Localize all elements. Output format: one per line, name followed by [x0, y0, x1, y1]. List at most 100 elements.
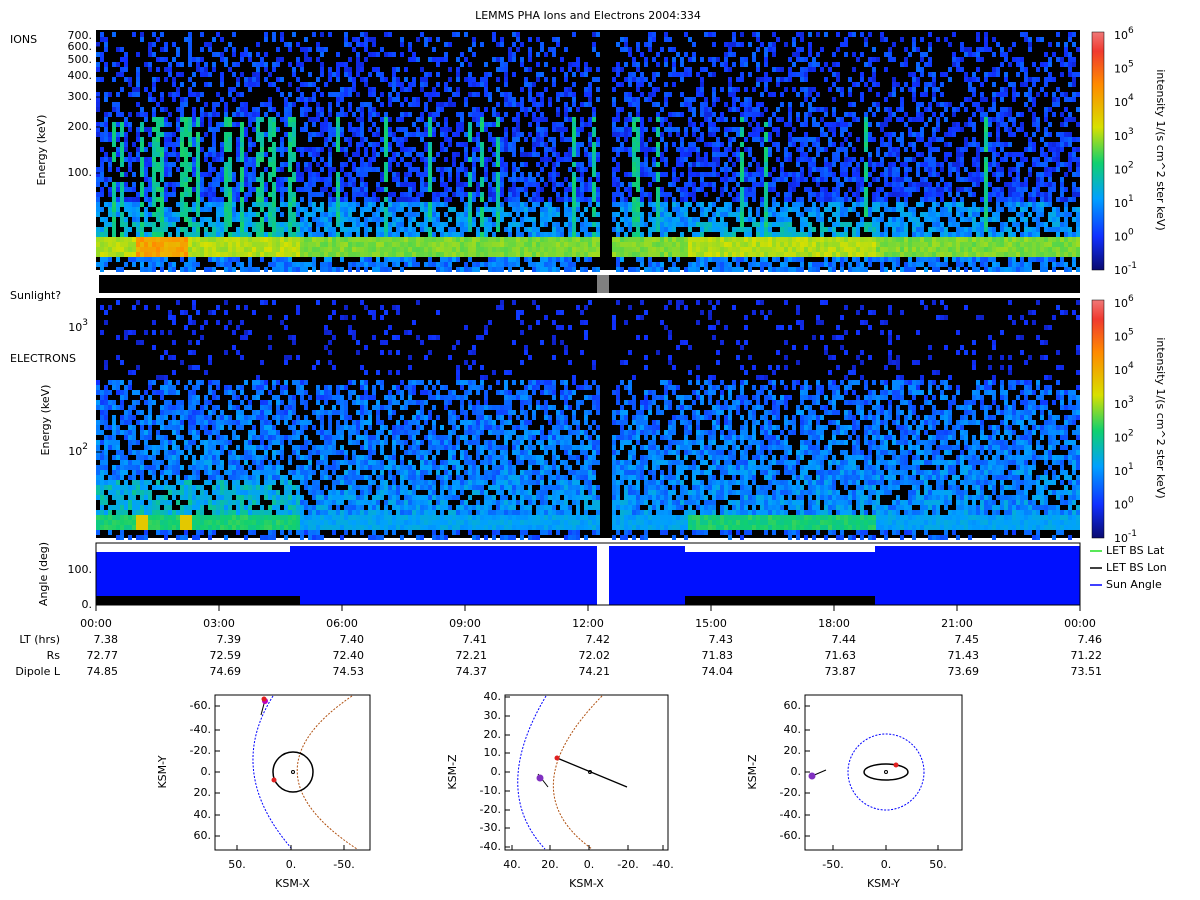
spec-cell — [228, 187, 232, 192]
spec-cell — [340, 132, 344, 137]
spec-cell — [552, 52, 556, 57]
spec-cell — [804, 237, 808, 242]
spec-cell — [560, 182, 564, 187]
spec-cell — [340, 62, 344, 67]
spec-cell — [200, 222, 204, 227]
spec-cell — [436, 222, 440, 227]
spec-cell — [332, 232, 336, 237]
spec-cell — [700, 242, 704, 247]
spec-cell — [128, 242, 132, 247]
spec-cell — [172, 152, 176, 157]
spec-cell — [308, 252, 312, 257]
spec-cell — [420, 252, 424, 257]
spec-cell — [424, 222, 428, 227]
spec-cell — [612, 217, 616, 222]
spec-cell — [580, 182, 584, 187]
spec-cell — [384, 172, 388, 177]
spec-cell — [468, 62, 472, 67]
spec-cell — [168, 122, 172, 127]
spec-cell — [180, 162, 184, 167]
spec-cell — [816, 217, 820, 222]
spec-cell — [160, 222, 164, 227]
spec-cell — [424, 157, 428, 162]
spec-cell — [424, 147, 428, 152]
spec-cell — [176, 157, 180, 162]
spec-cell — [420, 132, 424, 137]
spec-cell — [124, 77, 128, 82]
spec-cell — [360, 62, 364, 67]
spec-cell — [204, 152, 208, 157]
spec-cell — [532, 262, 536, 267]
spec-cell — [360, 137, 364, 142]
spec-cell — [408, 172, 412, 177]
spec-cell — [780, 77, 784, 82]
spec-cell — [368, 52, 372, 57]
spec-cell — [752, 222, 756, 227]
spec-cell — [784, 252, 788, 257]
spec-cell — [244, 167, 248, 172]
spec-cell — [824, 77, 828, 82]
spec-cell — [240, 247, 244, 252]
spec-cell — [304, 212, 308, 217]
spec-cell — [268, 147, 272, 152]
spec-cell — [364, 257, 368, 262]
spec-cell — [740, 257, 744, 262]
spec-cell — [704, 192, 708, 197]
spec-cell — [444, 262, 448, 267]
spec-cell — [776, 107, 780, 112]
spec-cell — [236, 122, 240, 127]
spec-cell — [536, 172, 540, 177]
spec-cell — [724, 267, 728, 272]
spec-cell — [284, 147, 288, 152]
spec-cell — [100, 52, 104, 57]
spec-cell — [588, 117, 592, 122]
spec-cell — [548, 47, 552, 52]
spec-cell — [400, 207, 404, 212]
spec-cell — [632, 162, 636, 167]
spec-cell — [364, 267, 368, 272]
spec-cell — [700, 177, 704, 182]
spec-cell — [556, 212, 560, 217]
spec-cell — [596, 87, 600, 92]
spec-cell — [196, 97, 200, 102]
spec-cell — [164, 252, 168, 257]
spec-cell — [344, 197, 348, 202]
spec-cell — [164, 132, 168, 137]
spec-cell — [188, 217, 192, 222]
spec-cell — [204, 267, 208, 272]
spec-cell — [840, 267, 844, 272]
spec-cell — [432, 197, 436, 202]
spec-cell — [828, 122, 832, 127]
spec-cell — [504, 77, 508, 82]
spec-cell — [844, 172, 848, 177]
spec-cell — [796, 212, 800, 217]
spec-cell — [288, 137, 292, 142]
spec-cell — [140, 182, 144, 187]
spec-cell — [96, 172, 100, 177]
spec-cell — [200, 92, 204, 97]
spec-cell — [228, 87, 232, 92]
spec-cell — [388, 207, 392, 212]
spec-cell — [288, 107, 292, 112]
spec-cell — [124, 142, 128, 147]
spec-cell — [364, 262, 368, 267]
spec-cell — [684, 217, 688, 222]
spec-cell — [612, 202, 616, 207]
spec-cell — [112, 227, 116, 232]
spec-cell — [552, 182, 556, 187]
spec-cell — [612, 252, 616, 257]
spec-cell — [732, 247, 736, 252]
spec-cell — [580, 127, 584, 132]
spec-cell — [336, 242, 340, 247]
spec-cell — [228, 122, 232, 127]
spec-cell — [324, 137, 328, 142]
spec-cell — [312, 152, 316, 157]
spec-cell — [416, 57, 420, 62]
spec-cell — [120, 182, 124, 187]
spec-cell — [328, 147, 332, 152]
spec-cell — [156, 207, 160, 212]
spec-cell — [788, 77, 792, 82]
spec-cell — [124, 247, 128, 252]
spec-cell — [844, 37, 848, 42]
spec-cell — [628, 152, 632, 157]
